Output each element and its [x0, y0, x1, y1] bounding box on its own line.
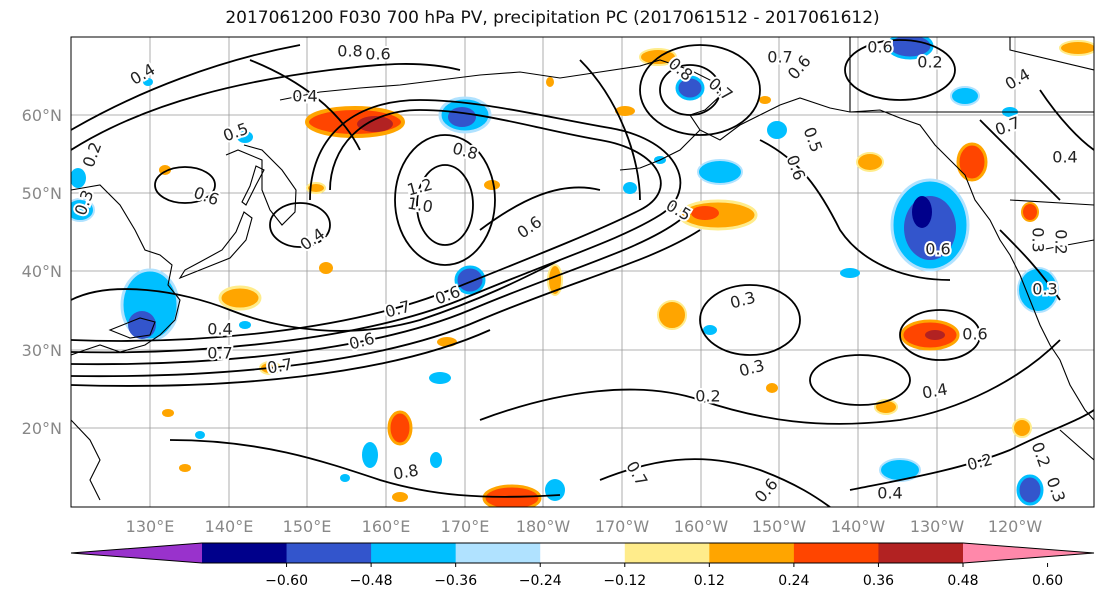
- contour-label: 0.6: [925, 240, 950, 259]
- lon-label: 170°E: [441, 517, 490, 536]
- lat-label: 20°N: [22, 419, 62, 438]
- contour-label: 0.2: [917, 53, 942, 72]
- lon-label: 120°W: [988, 517, 1043, 536]
- lon-label: 130°E: [126, 517, 175, 536]
- contour-label: 0.2: [1052, 229, 1071, 254]
- contour-label: 0.3: [1029, 227, 1048, 252]
- contour-label: 0.3: [1032, 280, 1057, 299]
- lon-label: 140°E: [205, 517, 254, 536]
- contour-label: 0.4: [292, 87, 317, 106]
- lon-label: 160°W: [674, 517, 729, 536]
- contour-label: 0.6: [962, 325, 987, 344]
- lon-label: 160°E: [362, 517, 411, 536]
- lon-label: 130°W: [910, 517, 965, 536]
- map-background: [71, 37, 1094, 507]
- lon-label: 150°W: [752, 517, 807, 536]
- lat-label: 40°N: [22, 262, 62, 281]
- chart-title: 2017061200 F030 700 hPa PV, precipitatio…: [225, 8, 880, 28]
- contour-label: 0.4: [877, 484, 902, 503]
- contour-label: 0.2: [695, 387, 720, 406]
- lon-label: 140°W: [831, 517, 886, 536]
- pv-contours: [71, 39, 1094, 507]
- lon-label: 180°W: [516, 517, 571, 536]
- lat-label: 50°N: [22, 184, 62, 203]
- lon-label: 150°E: [283, 517, 332, 536]
- shading-layer: [71, 37, 1094, 507]
- contour-label: 0.6: [867, 38, 892, 57]
- lat-label: 60°N: [22, 106, 62, 125]
- contour-label: 0.4: [207, 320, 232, 339]
- contour-label: 0.4: [1052, 148, 1077, 167]
- lon-label: 170°W: [595, 517, 650, 536]
- coastlines: [71, 37, 1094, 501]
- contour-label: 0.7: [767, 48, 792, 67]
- contour-label: 0.8: [337, 42, 362, 61]
- lat-label: 30°N: [22, 341, 62, 360]
- contour-label: 0.6: [365, 45, 390, 64]
- latitude-labels: 60°N 50°N 40°N 30°N 20°N: [22, 106, 62, 438]
- contour-label: 0.7: [207, 344, 232, 363]
- longitude-labels: 130°E 140°E 150°E 160°E 170°E 180°W 170°…: [126, 517, 1043, 536]
- map-frame: [70, 36, 1095, 508]
